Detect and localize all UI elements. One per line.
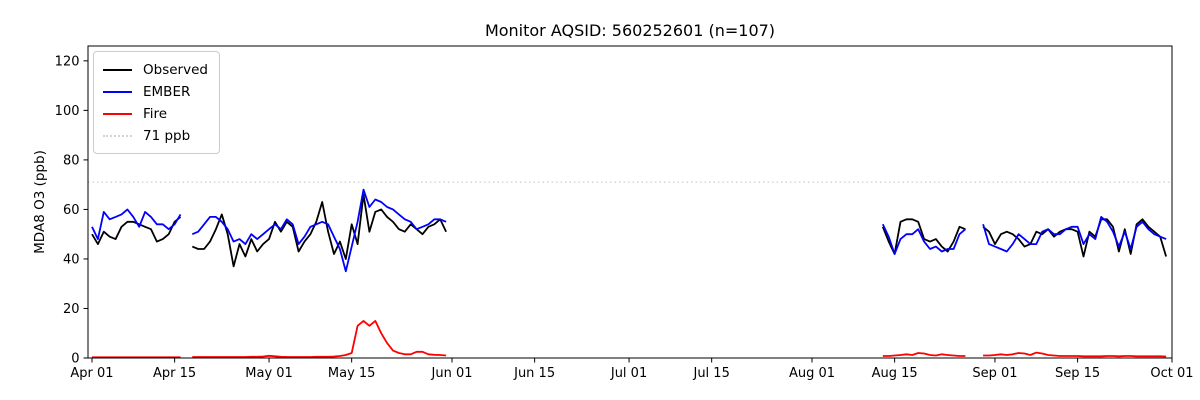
fire-line-segment — [192, 319, 447, 358]
chart-title: Monitor AQSID: 560252601 (n=107) — [484, 21, 776, 40]
x-tick-label: Jul 01 — [610, 366, 647, 381]
y-tick-label: 120 — [55, 54, 80, 69]
y-tick-label: 80 — [63, 153, 80, 168]
x-tick-label: Aug 01 — [789, 366, 835, 381]
x-tick-label: Aug 15 — [872, 366, 918, 381]
x-tick-label: Apr 01 — [70, 366, 113, 381]
x-tick-label: Jul 15 — [692, 366, 729, 381]
legend-label: Fire — [143, 106, 168, 122]
legend: Observed EMBER Fire 71 ppb — [93, 51, 220, 154]
x-tick-label: Sep 01 — [972, 366, 1017, 381]
x-tick-label: Jun 01 — [431, 366, 473, 381]
fire-line-segment — [882, 352, 966, 357]
y-tick-label: 20 — [63, 302, 80, 317]
ember-line-swatch — [103, 91, 132, 93]
y-tick-label: 40 — [63, 252, 80, 267]
legend-label: EMBER — [143, 84, 191, 100]
x-tick-label: Sep 15 — [1055, 366, 1100, 381]
x-tick-label: May 01 — [245, 366, 293, 381]
fire-line-swatch — [103, 113, 132, 115]
legend-entry-threshold: 71 ppb — [103, 125, 208, 147]
x-tick-label: Jun 15 — [513, 366, 555, 381]
plot-spines — [87, 45, 1173, 359]
threshold-line-swatch — [103, 135, 132, 137]
ember-line-segment — [982, 215, 1167, 253]
ember-line-segment — [881, 223, 966, 255]
legend-entry-fire: Fire — [103, 103, 208, 125]
ember-line-segment — [191, 188, 447, 273]
observed-line-segment — [191, 193, 447, 268]
x-tick-label: Apr 15 — [153, 366, 196, 381]
y-tick-label: 0 — [71, 352, 79, 367]
observed-line-swatch — [103, 69, 132, 71]
legend-entry-observed: Observed — [103, 59, 208, 81]
observed-line-segment — [881, 218, 966, 255]
legend-entry-ember: EMBER — [103, 81, 208, 103]
y-tick-label: 100 — [55, 104, 80, 119]
legend-label: 71 ppb — [143, 128, 191, 144]
x-tick-label: May 15 — [328, 366, 376, 381]
y-tick-label: 60 — [63, 203, 80, 218]
x-tick-label: Oct 01 — [1150, 366, 1193, 381]
fire-line-segment — [983, 351, 1167, 358]
ember-line-segment — [91, 208, 182, 241]
legend-label: Observed — [143, 62, 208, 78]
